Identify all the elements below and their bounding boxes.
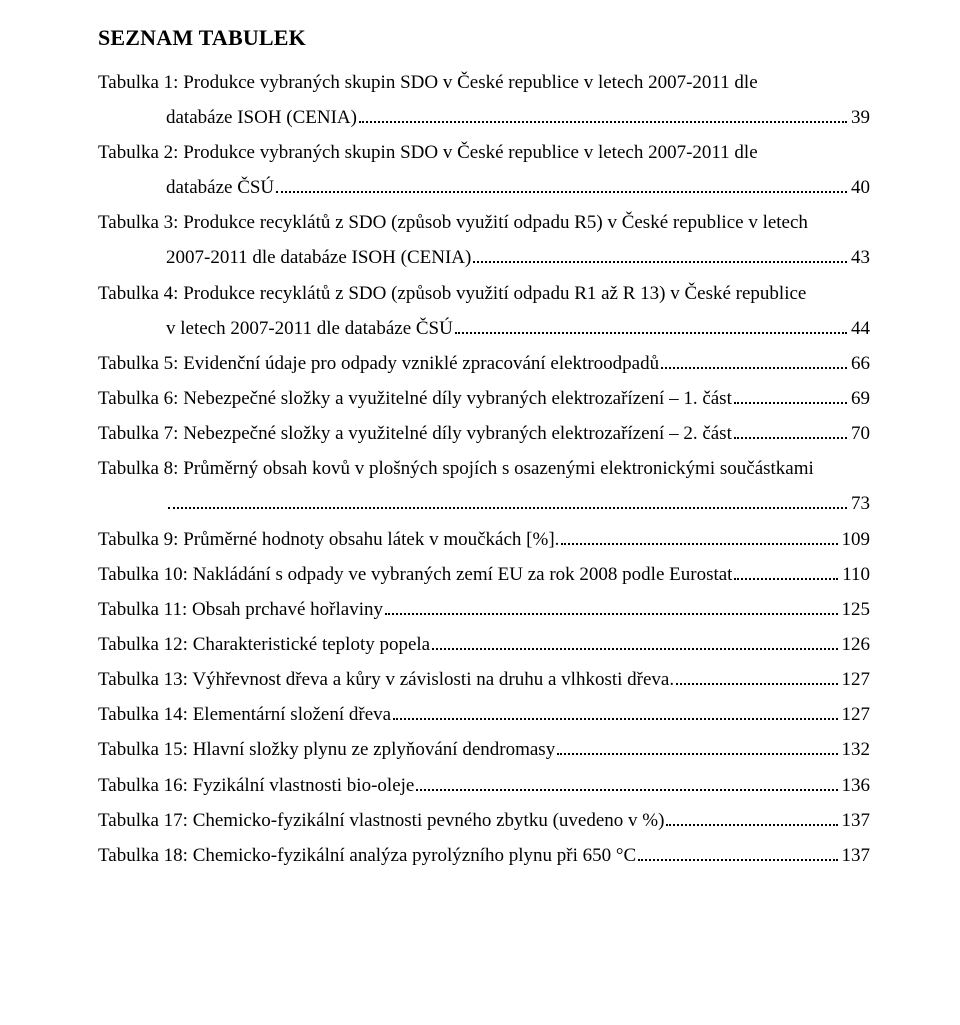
toc-entry: Tabulka 10: Nakládání s odpady ve vybran… xyxy=(98,557,870,592)
toc-entry: databáze ČSÚ 40 xyxy=(98,170,870,205)
toc-entry: Tabulka 15: Hlavní složky plynu ze zplyň… xyxy=(98,732,870,767)
toc-page-number: 136 xyxy=(840,768,871,803)
toc-leader-dots xyxy=(393,701,837,720)
toc-leader-dots xyxy=(638,842,837,861)
toc-leader-dots xyxy=(416,771,837,790)
toc-leader-dots xyxy=(734,420,847,439)
toc-entry-text: Tabulka 12: Charakteristické teploty pop… xyxy=(98,627,430,662)
toc-entry: Tabulka 11: Obsah prchavé hořlaviny 125 xyxy=(98,592,870,627)
toc-entry: Tabulka 2: Produkce vybraných skupin SDO… xyxy=(98,135,870,170)
toc-entry-text: Tabulka 4: Produkce recyklátů z SDO (způ… xyxy=(98,276,806,311)
toc-page-number: 40 xyxy=(849,170,870,205)
toc-page-number: 137 xyxy=(840,803,871,838)
toc-entry-text: Tabulka 18: Chemicko-fyzikální analýza p… xyxy=(98,838,636,873)
toc-entry-text: 2007-2011 dle databáze ISOH (CENIA) xyxy=(166,240,471,275)
toc-list: Tabulka 1: Produkce vybraných skupin SDO… xyxy=(98,65,870,873)
toc-entry-text: Tabulka 16: Fyzikální vlastnosti bio-ole… xyxy=(98,768,414,803)
toc-entry: Tabulka 4: Produkce recyklátů z SDO (způ… xyxy=(98,276,870,311)
toc-entry: Tabulka 16: Fyzikální vlastnosti bio-ole… xyxy=(98,768,870,803)
toc-leader-dots xyxy=(432,631,837,650)
toc-entry: Tabulka 8: Průměrný obsah kovů v plošnýc… xyxy=(98,451,870,486)
toc-entry: v letech 2007-2011 dle databáze ČSÚ 44 xyxy=(98,311,870,346)
toc-page-number: 132 xyxy=(840,732,871,767)
toc-leader-dots xyxy=(661,350,847,369)
toc-entry-text: Tabulka 14: Elementární složení dřeva xyxy=(98,697,391,732)
toc-entry: Tabulka 6: Nebezpečné složky a využiteln… xyxy=(98,381,870,416)
page: SEZNAM TABULEK Tabulka 1: Produkce vybra… xyxy=(0,0,960,1025)
toc-entry: Tabulka 1: Produkce vybraných skupin SDO… xyxy=(98,65,870,100)
toc-entry: Tabulka 14: Elementární složení dřeva 127 xyxy=(98,697,870,732)
toc-leader-dots xyxy=(276,174,847,193)
toc-entry-text: Tabulka 1: Produkce vybraných skupin SDO… xyxy=(98,65,758,100)
toc-entry-text: Tabulka 11: Obsah prchavé hořlaviny xyxy=(98,592,383,627)
toc-entry: Tabulka 18: Chemicko-fyzikální analýza p… xyxy=(98,838,870,873)
toc-leader-dots xyxy=(561,525,837,544)
toc-entry: 73 xyxy=(98,486,870,521)
toc-entry-text: databáze ČSÚ xyxy=(166,170,274,205)
toc-entry-text: Tabulka 7: Nebezpečné složky a využiteln… xyxy=(98,416,732,451)
toc-entry-text: Tabulka 10: Nakládání s odpady ve vybran… xyxy=(98,557,732,592)
toc-leader-dots xyxy=(168,490,847,509)
toc-page-number: 126 xyxy=(840,627,871,662)
toc-entry-text: Tabulka 15: Hlavní složky plynu ze zplyň… xyxy=(98,732,555,767)
toc-leader-dots xyxy=(734,385,847,404)
toc-entry-text: Tabulka 6: Nebezpečné složky a využiteln… xyxy=(98,381,732,416)
toc-page-number: 44 xyxy=(849,311,870,346)
toc-page-number: 73 xyxy=(849,486,870,521)
toc-leader-dots xyxy=(734,561,838,580)
toc-entry-text: v letech 2007-2011 dle databáze ČSÚ xyxy=(166,311,453,346)
toc-page-number: 127 xyxy=(840,697,871,732)
toc-entry: Tabulka 9: Průměrné hodnoty obsahu látek… xyxy=(98,522,870,557)
toc-leader-dots xyxy=(455,315,847,334)
list-of-tables-heading: SEZNAM TABULEK xyxy=(98,18,870,59)
toc-entry-text: Tabulka 3: Produkce recyklátů z SDO (způ… xyxy=(98,205,808,240)
toc-leader-dots xyxy=(359,104,847,123)
toc-page-number: 69 xyxy=(849,381,870,416)
toc-entry: databáze ISOH (CENIA) 39 xyxy=(98,100,870,135)
toc-page-number: 39 xyxy=(849,100,870,135)
toc-entry: 2007-2011 dle databáze ISOH (CENIA) 43 xyxy=(98,240,870,275)
toc-entry: Tabulka 12: Charakteristické teploty pop… xyxy=(98,627,870,662)
toc-entry-text: Tabulka 8: Průměrný obsah kovů v plošnýc… xyxy=(98,451,814,486)
toc-entry-text: Tabulka 13: Výhřevnost dřeva a kůry v zá… xyxy=(98,662,674,697)
toc-leader-dots xyxy=(385,596,838,615)
toc-entry: Tabulka 3: Produkce recyklátů z SDO (způ… xyxy=(98,205,870,240)
toc-entry: Tabulka 17: Chemicko-fyzikální vlastnost… xyxy=(98,803,870,838)
toc-entry: Tabulka 5: Evidenční údaje pro odpady vz… xyxy=(98,346,870,381)
toc-page-number: 70 xyxy=(849,416,870,451)
toc-entry-text: Tabulka 5: Evidenční údaje pro odpady vz… xyxy=(98,346,659,381)
toc-leader-dots xyxy=(666,807,837,826)
toc-leader-dots xyxy=(473,244,847,263)
toc-page-number: 137 xyxy=(840,838,871,873)
toc-leader-dots xyxy=(676,666,837,685)
toc-entry-text: Tabulka 9: Průměrné hodnoty obsahu látek… xyxy=(98,522,559,557)
toc-page-number: 43 xyxy=(849,240,870,275)
toc-page-number: 127 xyxy=(840,662,871,697)
toc-page-number: 66 xyxy=(849,346,870,381)
toc-entry-text: Tabulka 17: Chemicko-fyzikální vlastnost… xyxy=(98,803,664,838)
toc-entry-text: databáze ISOH (CENIA) xyxy=(166,100,357,135)
toc-entry: Tabulka 13: Výhřevnost dřeva a kůry v zá… xyxy=(98,662,870,697)
toc-page-number: 109 xyxy=(840,522,871,557)
toc-page-number: 110 xyxy=(840,557,870,592)
toc-leader-dots xyxy=(557,736,837,755)
toc-entry-text: Tabulka 2: Produkce vybraných skupin SDO… xyxy=(98,135,758,170)
toc-page-number: 125 xyxy=(840,592,871,627)
toc-entry: Tabulka 7: Nebezpečné složky a využiteln… xyxy=(98,416,870,451)
